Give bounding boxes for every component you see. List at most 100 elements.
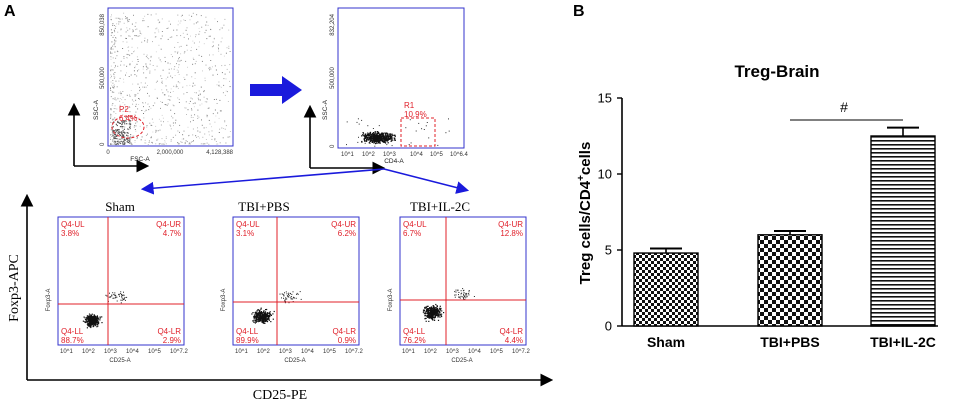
plot1-event bbox=[192, 82, 194, 84]
plot1-event bbox=[211, 126, 212, 128]
plot1-event bbox=[161, 31, 163, 32]
quad3-event bbox=[463, 295, 465, 296]
quad1-event bbox=[94, 322, 96, 324]
plot2-event bbox=[382, 141, 384, 143]
plot1-event bbox=[188, 38, 189, 40]
plot1-event bbox=[148, 95, 150, 97]
quad1-event bbox=[108, 296, 110, 298]
plot1-event bbox=[116, 124, 118, 127]
quad2-event bbox=[265, 312, 267, 314]
plot1-event bbox=[215, 141, 217, 142]
plot1-event bbox=[137, 92, 139, 94]
quad3-event bbox=[434, 307, 436, 309]
chart-title: Treg-Brain bbox=[734, 62, 819, 81]
plot1-event bbox=[114, 105, 116, 107]
plot1-event bbox=[130, 74, 132, 76]
plot1-event bbox=[137, 35, 139, 37]
quad2-event bbox=[268, 319, 270, 321]
plot1-event bbox=[144, 139, 146, 141]
plot1-event bbox=[213, 37, 215, 39]
quad2-event bbox=[288, 296, 289, 298]
plot1-event bbox=[133, 70, 135, 72]
plot1-event bbox=[131, 60, 133, 62]
plot1-event bbox=[128, 123, 129, 125]
plot1-event bbox=[186, 74, 188, 76]
plot1-event bbox=[213, 45, 214, 47]
plot2-event bbox=[361, 141, 363, 143]
plot1-event bbox=[128, 50, 130, 52]
plot1-event bbox=[148, 142, 150, 143]
quad1-event bbox=[97, 322, 99, 324]
plot1-event bbox=[127, 19, 128, 21]
plot1-event bbox=[123, 136, 125, 138]
plot1-event bbox=[201, 26, 203, 28]
quad3-event bbox=[463, 293, 465, 295]
quad1-event bbox=[94, 321, 96, 323]
plot1-event bbox=[111, 14, 112, 16]
plot1-event bbox=[199, 31, 201, 33]
plot1-event bbox=[148, 58, 150, 60]
quad3-event bbox=[429, 312, 431, 314]
quad3-event bbox=[428, 314, 430, 316]
plot1-event bbox=[198, 27, 200, 29]
plot1-event bbox=[127, 141, 129, 144]
quad-xtick: 10^7.2 bbox=[512, 349, 530, 355]
plot1-event bbox=[226, 68, 228, 70]
plot2-event bbox=[369, 140, 371, 143]
plot1-event bbox=[117, 140, 119, 142]
quad3-event bbox=[466, 293, 468, 295]
quad2-ur-pct: 6.2% bbox=[338, 229, 356, 238]
plot1-event bbox=[192, 134, 194, 136]
plot1-event bbox=[194, 102, 196, 104]
plot1-event bbox=[159, 59, 161, 61]
plot1-event bbox=[114, 76, 116, 78]
plot1-event bbox=[126, 57, 128, 59]
plot1-event bbox=[129, 94, 130, 96]
plot1-event bbox=[120, 92, 122, 94]
quad3-event bbox=[441, 313, 443, 315]
plot1-event bbox=[211, 138, 213, 140]
plot1-event bbox=[120, 64, 122, 66]
chart-ytick-label: 0 bbox=[605, 319, 612, 334]
plot1-event bbox=[229, 64, 231, 66]
plot1-event bbox=[124, 99, 126, 101]
plot1-event bbox=[118, 141, 120, 143]
plot1-event bbox=[110, 96, 112, 98]
plot2-event bbox=[376, 134, 378, 136]
plot2-event bbox=[374, 140, 377, 142]
plot2-event bbox=[364, 142, 366, 144]
quad3-event bbox=[426, 306, 428, 308]
quad-xtick: 10^2 bbox=[424, 349, 437, 355]
quad2-event bbox=[266, 321, 269, 323]
plot1-event bbox=[119, 133, 121, 135]
quad2-event bbox=[268, 312, 270, 314]
plot1-event bbox=[166, 104, 168, 106]
quad3-event bbox=[465, 297, 467, 299]
plot1-event bbox=[141, 33, 143, 35]
plot1-event bbox=[186, 92, 188, 93]
plot1-event bbox=[129, 127, 131, 129]
plot1-event bbox=[151, 125, 153, 126]
plot1-event bbox=[151, 141, 153, 143]
plot2-event bbox=[425, 125, 427, 127]
plot1-event bbox=[195, 60, 197, 62]
quad2-event bbox=[269, 314, 272, 316]
plot1-event bbox=[126, 138, 128, 140]
plot2-event bbox=[361, 135, 363, 137]
plot1-event bbox=[203, 43, 205, 45]
quad1-event bbox=[123, 291, 124, 293]
plot2-event bbox=[391, 133, 393, 135]
quad1-event bbox=[90, 314, 92, 316]
plot1-event bbox=[110, 109, 112, 111]
plot2-event bbox=[377, 138, 379, 140]
plot2-event bbox=[378, 125, 380, 127]
plot1-event bbox=[198, 46, 200, 48]
plot1-event bbox=[119, 98, 121, 99]
chart-bar bbox=[633, 252, 699, 327]
plot1-event bbox=[122, 102, 124, 104]
quad1-event bbox=[93, 317, 95, 319]
plot1-event bbox=[176, 69, 178, 71]
quad1-event bbox=[94, 315, 96, 317]
quad-xtick: 10^3 bbox=[279, 349, 292, 355]
quad3-event bbox=[428, 308, 430, 310]
